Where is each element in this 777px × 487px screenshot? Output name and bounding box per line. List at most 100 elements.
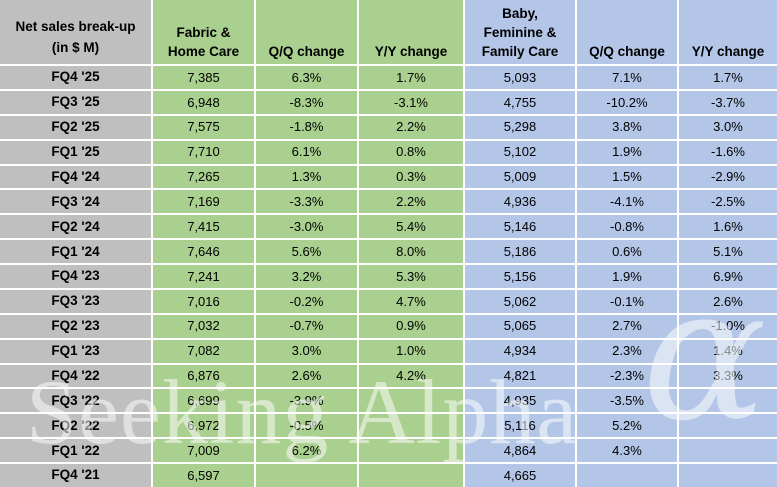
value-cell: 7,646 xyxy=(153,240,254,264)
corner-header-line-2: (in $ M) xyxy=(51,40,100,56)
value-cell: 4.3% xyxy=(577,439,677,463)
value-cell: 0.8% xyxy=(359,140,463,164)
value-cell: -3.3% xyxy=(256,190,357,214)
value-cell: 7,032 xyxy=(153,314,254,338)
value-cell: 1.7% xyxy=(359,66,463,89)
column-header-2: Q/Q change xyxy=(256,0,357,64)
quarter-label: FQ3 '25 xyxy=(0,90,151,114)
value-cell: 6,876 xyxy=(153,364,254,388)
value-cell: 5.2% xyxy=(577,414,677,438)
quarter-label: FQ4 '23 xyxy=(0,265,151,288)
value-cell: 4,935 xyxy=(465,389,575,413)
value-cell: -10.2% xyxy=(577,90,677,114)
quarter-label: FQ2 '25 xyxy=(0,115,151,139)
value-cell: 6.3% xyxy=(256,66,357,89)
value-cell: 6.2% xyxy=(256,439,357,463)
quarter-label: FQ1 '22 xyxy=(0,439,151,463)
value-cell xyxy=(679,389,777,413)
value-cell: 6.1% xyxy=(256,140,357,164)
value-cell: 3.0% xyxy=(679,115,777,139)
value-cell: 1.9% xyxy=(577,265,677,288)
value-cell: -0.1% xyxy=(577,289,677,313)
value-cell: 3.2% xyxy=(256,265,357,288)
value-cell: 7,575 xyxy=(153,115,254,139)
value-cell: 8.0% xyxy=(359,240,463,264)
column-header-1: Fabric & Home Care xyxy=(153,0,254,64)
value-cell: 5,062 xyxy=(465,289,575,313)
column-header-line: Y/Y change xyxy=(374,43,448,59)
value-cell: 4,665 xyxy=(465,464,575,487)
value-cell: 7,009 xyxy=(153,439,254,463)
value-cell: 2.6% xyxy=(256,364,357,388)
value-cell: 3.8% xyxy=(577,115,677,139)
value-cell: -2.3% xyxy=(577,364,677,388)
value-cell: 0.3% xyxy=(359,165,463,189)
quarter-label: FQ1 '23 xyxy=(0,339,151,363)
value-cell xyxy=(359,464,463,487)
value-cell: -4.1% xyxy=(577,190,677,214)
value-cell: 4,755 xyxy=(465,90,575,114)
value-cell: 7,241 xyxy=(153,265,254,288)
value-cell xyxy=(577,464,677,487)
value-cell xyxy=(679,464,777,487)
value-cell: -3.7% xyxy=(679,90,777,114)
column-header-5: Q/Q change xyxy=(577,0,677,64)
quarter-label: FQ4 '21 xyxy=(0,464,151,487)
value-cell: -3.1% xyxy=(359,90,463,114)
value-cell: 3.0% xyxy=(256,339,357,363)
value-cell: 1.3% xyxy=(256,165,357,189)
column-header-6: Y/Y change xyxy=(679,0,777,64)
value-cell: 6,948 xyxy=(153,90,254,114)
value-cell: 6.9% xyxy=(679,265,777,288)
quarter-label: FQ2 '23 xyxy=(0,314,151,338)
value-cell: -2.9% xyxy=(679,165,777,189)
value-cell: 4.2% xyxy=(359,364,463,388)
quarter-label: FQ1 '24 xyxy=(0,240,151,264)
value-cell xyxy=(679,439,777,463)
value-cell: 7,385 xyxy=(153,66,254,89)
value-cell: 7,265 xyxy=(153,165,254,189)
quarter-label: FQ3 '22 xyxy=(0,389,151,413)
value-cell: 4,821 xyxy=(465,364,575,388)
value-cell xyxy=(679,414,777,438)
value-cell: 7,016 xyxy=(153,289,254,313)
value-cell: -0.2% xyxy=(256,289,357,313)
column-header-line: Q/Q change xyxy=(589,43,665,59)
value-cell: 1.7% xyxy=(679,66,777,89)
value-cell: 1.9% xyxy=(577,140,677,164)
value-cell: 6,972 xyxy=(153,414,254,438)
value-cell: 1.4% xyxy=(679,339,777,363)
value-cell: -1.8% xyxy=(256,115,357,139)
value-cell: 4,934 xyxy=(465,339,575,363)
value-cell: -8.3% xyxy=(256,90,357,114)
column-header-line: Y/Y change xyxy=(691,43,765,59)
value-cell: 4,864 xyxy=(465,439,575,463)
value-cell: 2.2% xyxy=(359,115,463,139)
column-header-line: Family Care xyxy=(481,43,559,59)
column-header-line: Baby, xyxy=(502,5,538,21)
value-cell: 5.6% xyxy=(256,240,357,264)
value-cell: 5.3% xyxy=(359,265,463,288)
column-header-4: Baby, Feminine & Family Care xyxy=(465,0,575,64)
value-cell: 4.7% xyxy=(359,289,463,313)
column-header-line: Feminine & xyxy=(483,24,557,40)
value-cell: 7,710 xyxy=(153,140,254,164)
value-cell: -3.5% xyxy=(577,389,677,413)
value-cell: 5.4% xyxy=(359,215,463,239)
value-cell: 6,699 xyxy=(153,389,254,413)
value-cell: 5,146 xyxy=(465,215,575,239)
column-header-line: Q/Q change xyxy=(268,43,345,59)
quarter-label: FQ2 '24 xyxy=(0,215,151,239)
value-cell: -0.5% xyxy=(256,414,357,438)
value-cell: 5.1% xyxy=(679,240,777,264)
value-cell: 0.6% xyxy=(577,240,677,264)
value-cell: 2.2% xyxy=(359,190,463,214)
quarter-label: FQ1 '25 xyxy=(0,140,151,164)
quarter-label: FQ4 '22 xyxy=(0,364,151,388)
value-cell: 1.6% xyxy=(679,215,777,239)
column-header-line: Home Care xyxy=(167,43,240,59)
value-cell: 7.1% xyxy=(577,66,677,89)
value-cell: 5,298 xyxy=(465,115,575,139)
value-cell: -1.6% xyxy=(679,140,777,164)
